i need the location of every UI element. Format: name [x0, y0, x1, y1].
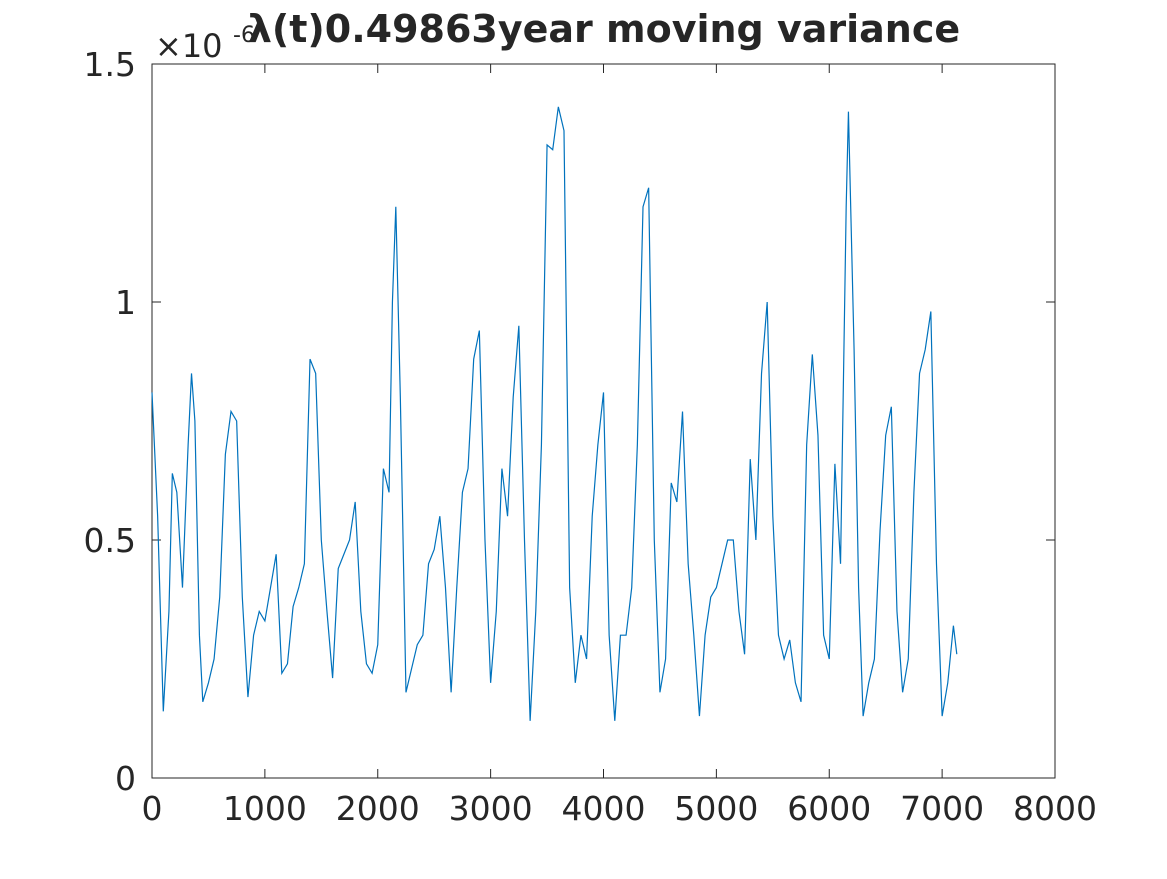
y-tick-label: 1.5 — [84, 45, 136, 84]
x-tick-label: 7000 — [900, 789, 984, 828]
y-multiplier: ×10 — [155, 27, 223, 65]
x-tick-label: 2000 — [336, 789, 420, 828]
x-tick-label: 3000 — [449, 789, 533, 828]
data-line — [151, 106, 958, 721]
x-tick-label: 8000 — [1013, 789, 1097, 828]
y-tick-label: 0.5 — [84, 521, 136, 560]
x-tick-label: 1000 — [223, 789, 307, 828]
x-tick-label: 5000 — [674, 789, 758, 828]
x-tick-label: 0 — [142, 789, 163, 828]
x-tick-label: 6000 — [787, 789, 871, 828]
chart-title: λ(t)0.49863year moving variance — [248, 7, 960, 51]
y-tick-label: 1 — [115, 283, 136, 322]
y-tick-label: 0 — [115, 759, 136, 798]
y-multiplier-exponent: -6 — [233, 23, 255, 48]
x-tick-label: 4000 — [562, 789, 646, 828]
